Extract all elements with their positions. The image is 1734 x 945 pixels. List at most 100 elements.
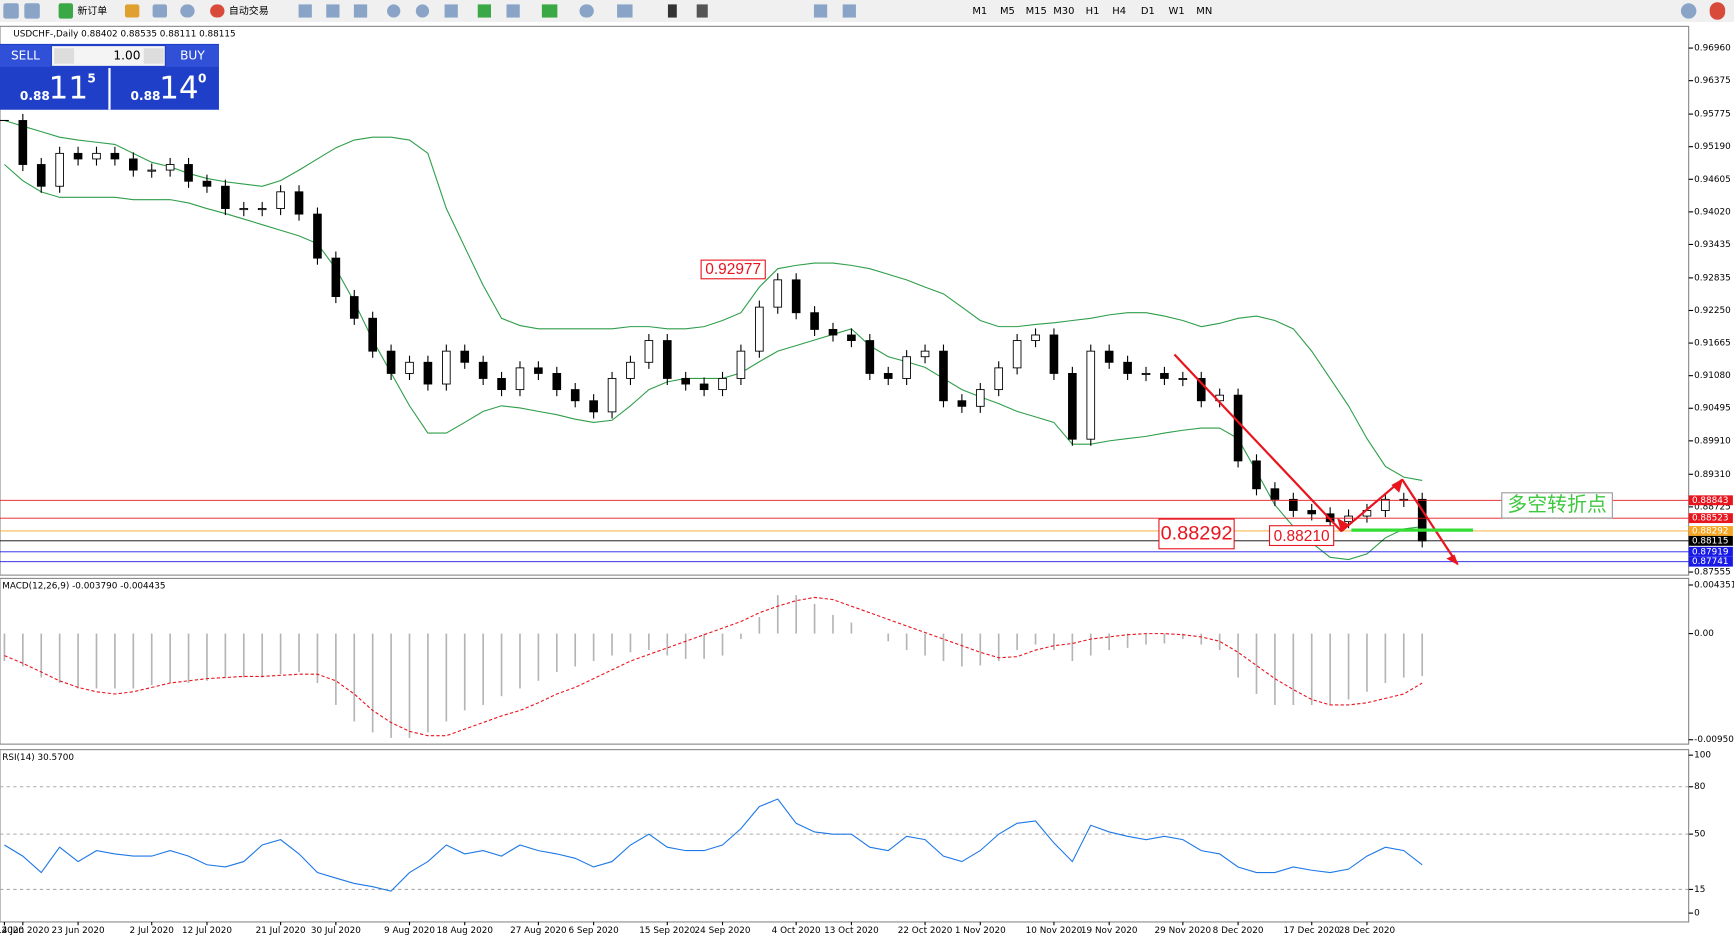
x-tick-label: 13 Oct 2020 [824,926,879,936]
candle [865,340,875,374]
candle [1141,372,1151,375]
icon[interactable] [696,4,708,18]
y-tick-label: 0.88725 [1694,502,1731,512]
candle [699,383,709,391]
candle [1196,378,1206,402]
candle [1307,510,1317,515]
timeframe-button[interactable]: M30 [1053,6,1074,17]
icon[interactable] [541,4,558,18]
auto-trading-button[interactable]: 自动交易 [229,4,269,17]
candle [221,185,230,209]
candle [1160,372,1169,379]
icon[interactable] [152,4,167,18]
candle [1381,498,1390,511]
candle [92,152,101,160]
y-tick-label: 0.004351 [1694,581,1734,591]
icon[interactable] [477,4,492,18]
y-tick-label: 0.95775 [1694,110,1731,120]
x-tick-label: 29 Nov 2020 [1155,926,1212,936]
buy-label[interactable]: BUY [180,49,205,63]
chart-title: USDCHF-,Daily 0.88402 0.88535 0.88111 0.… [13,30,235,40]
lot-field[interactable] [51,46,165,66]
x-tick-label: 24 Sep 2020 [695,926,751,936]
x-tick-label: 8 Dec 2020 [1213,926,1264,936]
icon[interactable] [58,3,73,19]
upper-band [4,119,1423,481]
y-tick-label: -0.009504 [1694,735,1734,745]
rsi-panel [0,749,1690,923]
icon[interactable] [415,4,430,18]
y-tick-label: 0.90495 [1694,404,1731,414]
icon[interactable] [326,4,340,18]
x-tick-label: 17 Dec 2020 [1284,926,1341,936]
candle [331,257,341,297]
icon[interactable] [353,4,368,18]
candle [607,378,617,413]
timeframe-button[interactable]: H1 [1086,6,1100,17]
x-tick-label: 6 Sep 2020 [568,926,619,936]
candle [994,367,1004,391]
sell-button[interactable] [0,45,51,67]
icon[interactable] [1709,2,1726,20]
icon[interactable] [24,3,40,19]
icon[interactable] [387,4,401,18]
candle [975,389,985,407]
icon[interactable] [617,4,633,18]
timeframe-button[interactable]: M5 [1000,6,1015,17]
timeframe-button[interactable]: M1 [972,6,987,17]
icon[interactable] [579,4,594,18]
timeframe-button[interactable]: H4 [1112,6,1126,17]
candle [73,152,83,160]
toolbar [0,0,1734,22]
y-tick-label: 0.89910 [1694,436,1731,446]
icon[interactable] [3,3,19,19]
price-label-box [1688,526,1733,536]
trend-arrows [1173,353,1459,566]
candle [478,361,488,379]
y-tick-label: 0.96960 [1694,44,1731,54]
timeframe-button[interactable]: M15 [1026,6,1047,17]
x-tick-label: Jun 2020 [0,926,24,936]
y-tick-label: 0 [1694,909,1700,919]
candle [1233,394,1243,462]
icon[interactable] [124,4,140,18]
buy-price-prefix: 0.88 [130,89,160,103]
candle [110,152,120,160]
new-order-button[interactable]: 新订单 [77,4,107,17]
candle [1068,372,1077,440]
lot-up[interactable] [143,48,164,64]
candle [920,350,930,358]
sell-price-big: 11 [49,71,88,107]
buy-button[interactable] [165,45,219,67]
icon[interactable] [667,4,677,18]
candle [55,152,64,187]
candle [1104,350,1114,363]
timeframe-button[interactable]: MN [1196,6,1212,17]
lot-value[interactable]: 1.00 [113,49,140,63]
candle [294,191,304,215]
x-tick-label: 23 Jun 2020 [52,926,106,936]
sell-label[interactable]: SELL [11,49,40,63]
candle [718,378,727,391]
candle [18,120,28,165]
x-tick-label: 27 Aug 2020 [510,926,567,936]
lot-down[interactable] [54,48,75,64]
x-tick-label: 10 Nov 2020 [1026,926,1083,936]
candle [515,367,525,391]
icon[interactable] [298,4,312,18]
icon[interactable] [1680,3,1697,19]
signal-line [4,596,1423,737]
icon[interactable] [813,4,828,18]
icon[interactable] [506,4,520,18]
candle [736,350,746,379]
icon[interactable] [210,4,225,18]
candle [1178,378,1188,380]
timeframe-button[interactable]: W1 [1169,6,1185,17]
timeframe-button[interactable]: D1 [1141,6,1155,17]
candle [202,180,212,187]
annotation-box [1158,518,1235,550]
candle [257,208,267,211]
icon[interactable] [444,4,458,18]
icon[interactable] [180,4,195,18]
icon[interactable] [842,4,856,18]
